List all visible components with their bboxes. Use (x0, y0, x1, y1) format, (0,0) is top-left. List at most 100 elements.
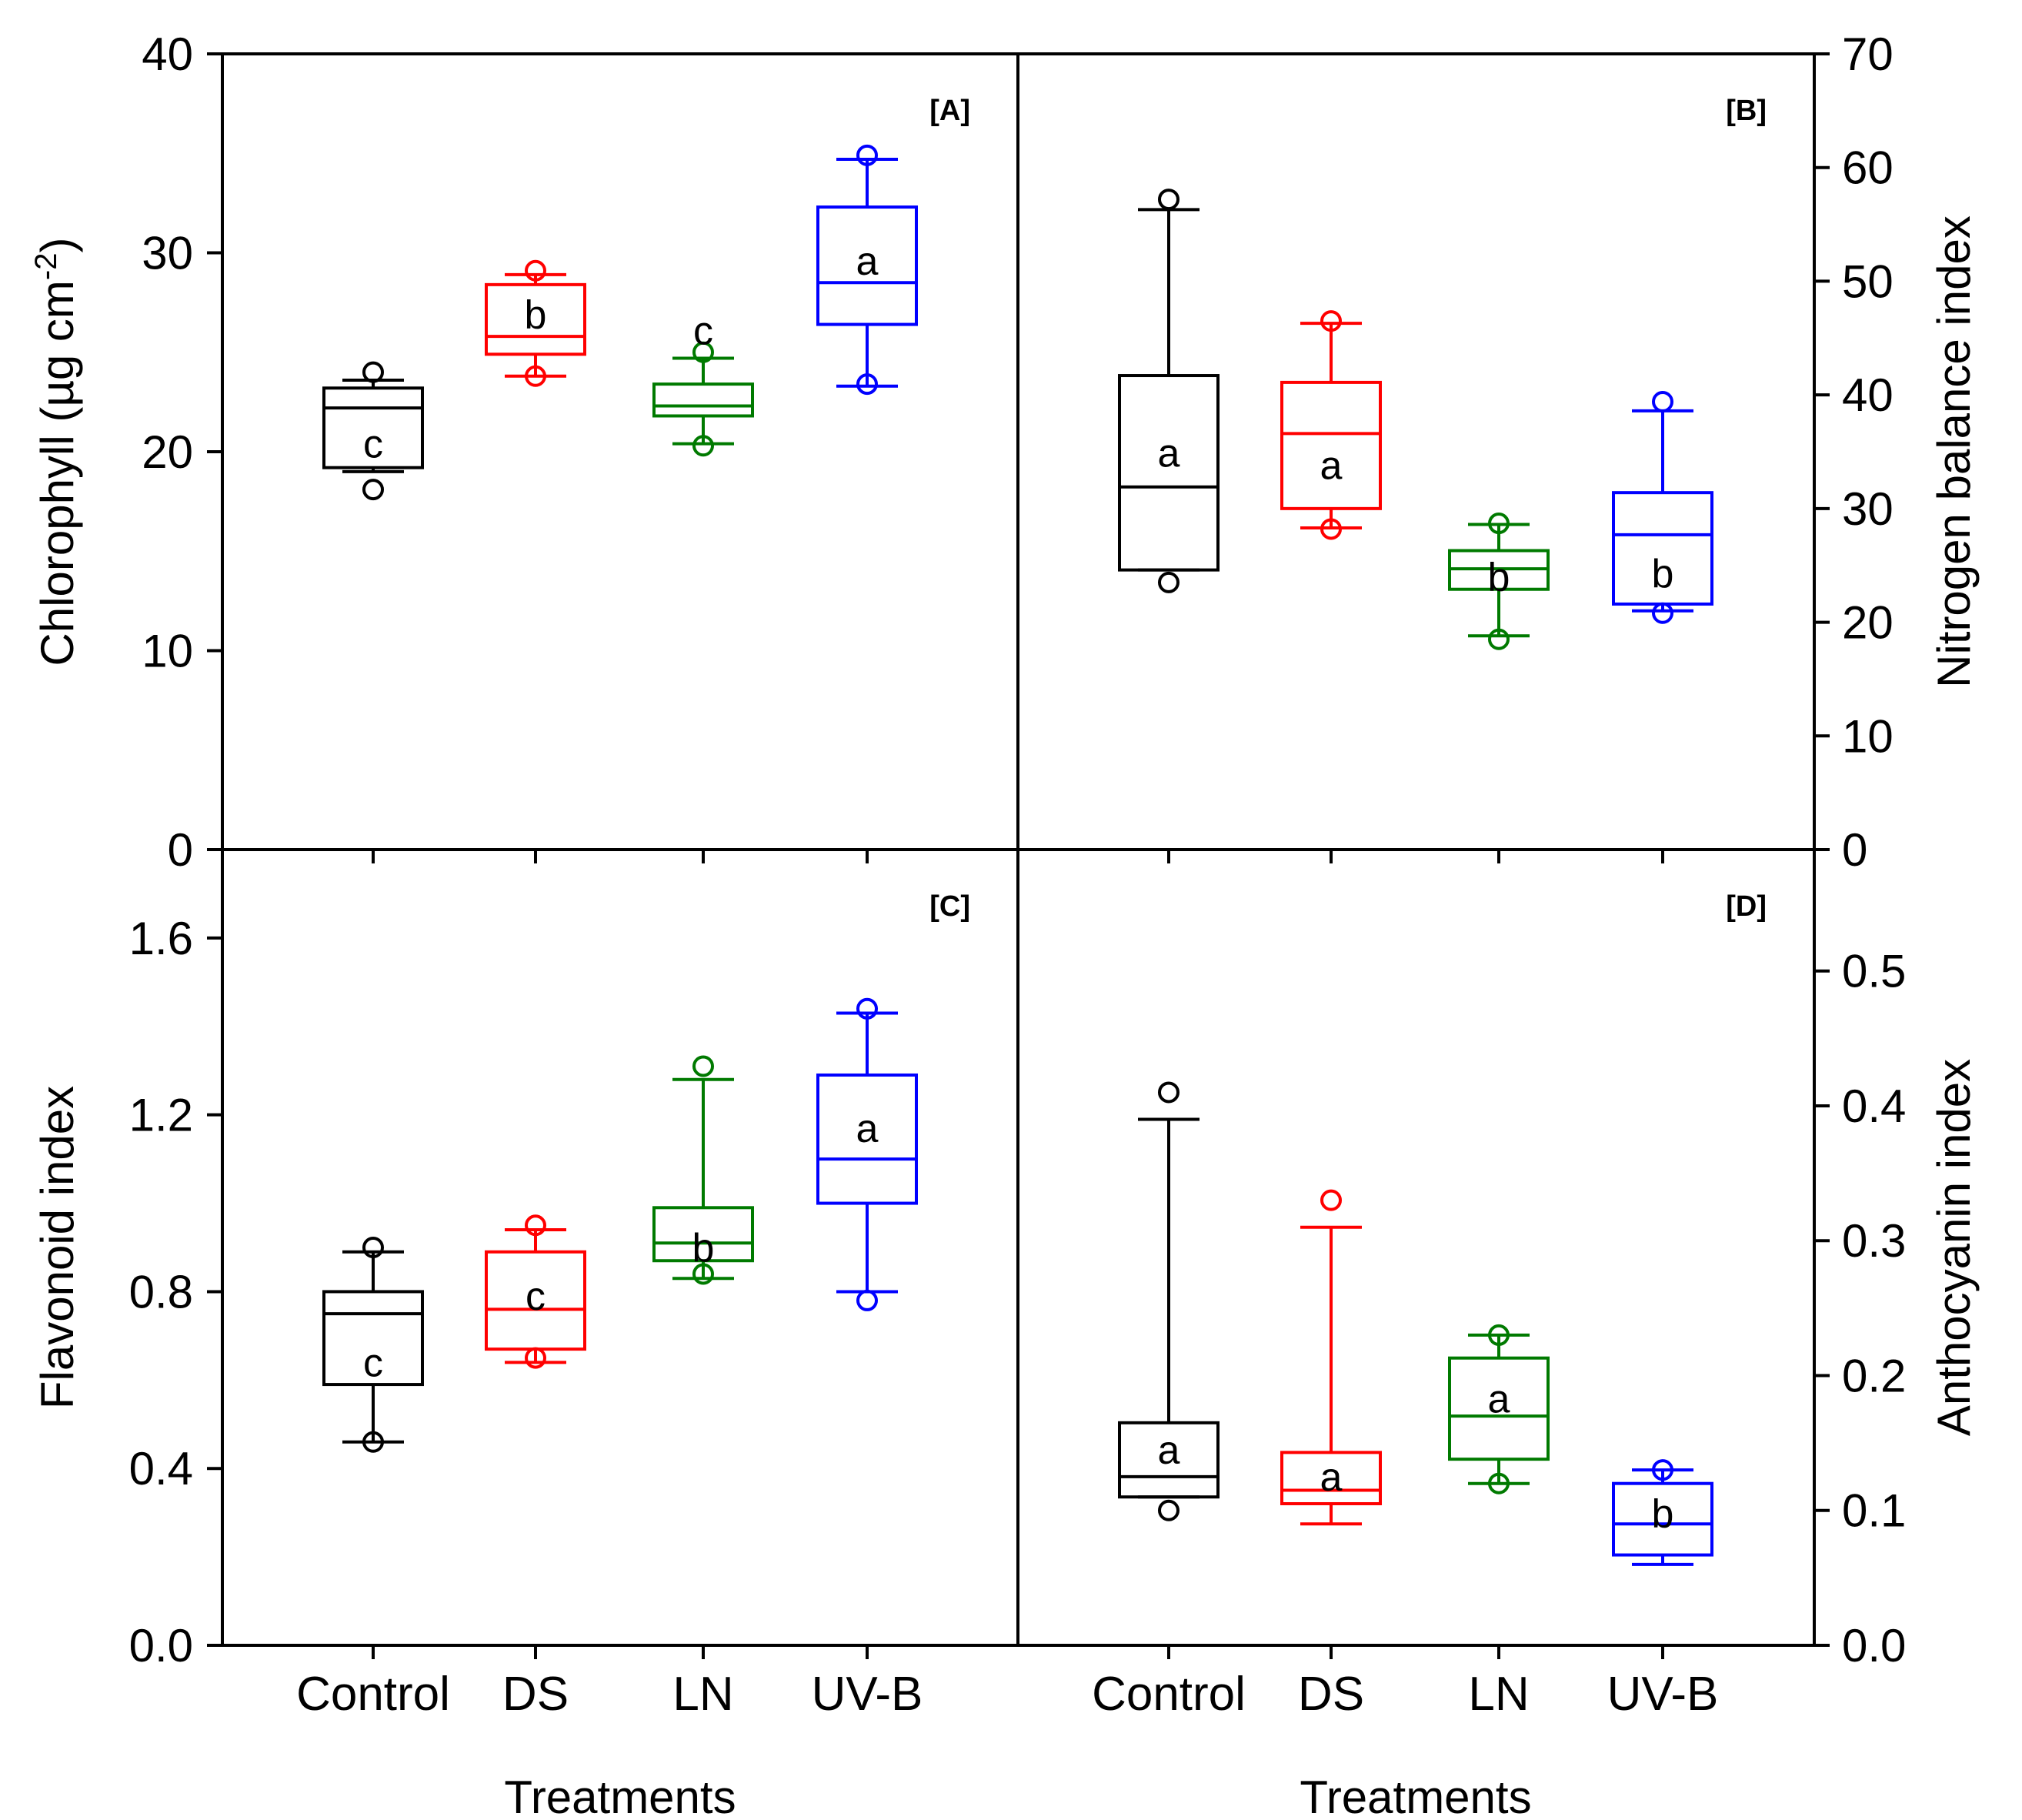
panel-c: 0.0 0.4 0.8 1.2 1.6 Flavonoid index [C] c Contro… (32, 890, 970, 1721)
significance-letter: b (1652, 552, 1674, 596)
outlier-point (1488, 513, 1510, 535)
significance-letter: a (856, 1107, 879, 1151)
y-tick-label: 0.0 (1842, 1620, 1906, 1671)
outlier-point (692, 435, 714, 457)
significance-letter: c (363, 1341, 383, 1385)
y-tick-label: 0 (1842, 824, 1867, 876)
box-iqr (1448, 1356, 1550, 1461)
y-tick-label: 0.5 (1842, 946, 1906, 997)
outlier-point (525, 1214, 546, 1237)
y-tick-label: 0.2 (1842, 1350, 1906, 1401)
box-iqr (652, 382, 754, 418)
outlier-point (692, 341, 714, 363)
x-category-label: DS (502, 1668, 569, 1721)
box-ln: a LN (1448, 1324, 1550, 1721)
x-axis-title-left: Treatments (504, 1772, 736, 1820)
box-uv-b: a (816, 144, 918, 863)
y-tick-label: 10 (142, 626, 193, 677)
panel-frames (221, 52, 1816, 1647)
box-ds: a DS (1280, 1189, 1382, 1721)
significance-letter: a (1158, 431, 1180, 476)
y-tick-label: 1.2 (129, 1090, 193, 1141)
box-iqr (1612, 1481, 1713, 1557)
significance-letter: c (526, 1274, 546, 1319)
panel-label: [D] (1726, 890, 1767, 923)
outlier-point (1652, 1459, 1673, 1481)
y-tick-label: 0.4 (1842, 1080, 1906, 1132)
outlier-point (525, 259, 546, 282)
outlier-point (1320, 518, 1342, 540)
x-category-label: Control (296, 1668, 450, 1721)
y-axis-title: Chlorophyll (µg cm-2) (29, 238, 83, 666)
box-ds: a (1280, 310, 1382, 863)
panel-label: [B] (1726, 95, 1767, 127)
outlier-point (1652, 602, 1673, 624)
panel-label: [C] (929, 890, 970, 923)
box-iqr (816, 205, 918, 326)
significance-letter: a (1488, 1377, 1510, 1421)
box-iqr (1118, 374, 1220, 572)
x-axis-title-right: Treatments (1300, 1772, 1531, 1820)
box-iqr (1280, 1451, 1382, 1505)
significance-letter: c (693, 309, 713, 353)
outlier-point (692, 1055, 714, 1077)
y-tick-label: 0.0 (129, 1620, 193, 1671)
y-axis-title: Nitrogen balance index (1928, 215, 1980, 688)
outlier-point (525, 1347, 546, 1369)
significance-letter: a (856, 239, 879, 284)
outlier-point (1488, 1324, 1510, 1346)
box-iqr (485, 282, 586, 356)
significance-letter: c (363, 422, 383, 467)
outlier-point (856, 144, 878, 166)
significance-letter: b (1488, 555, 1510, 599)
x-category-label: LN (1468, 1668, 1529, 1721)
y-tick-label: 40 (142, 28, 193, 80)
box-control: a (1118, 189, 1220, 863)
outlier-point (692, 1263, 714, 1285)
x-category-label: DS (1298, 1668, 1364, 1721)
box-iqr (1280, 380, 1382, 510)
y-tick-label: 10 (1842, 710, 1894, 762)
outlier-point (362, 479, 384, 501)
y-tick-label: 20 (1842, 597, 1894, 649)
x-category-label: UV-B (1607, 1668, 1719, 1721)
y-tick-label: 40 (1842, 369, 1894, 421)
y-tick-label: 0.3 (1842, 1215, 1906, 1267)
significance-letter: a (1320, 1455, 1343, 1500)
box-ln: b LN (652, 1055, 754, 1721)
outlier-point (362, 1431, 384, 1453)
x-category-label: Control (1092, 1668, 1246, 1721)
outlier-point (1158, 189, 1180, 211)
box-uv-b: b UV-B (1607, 1459, 1719, 1721)
panel-label: [A] (929, 95, 970, 127)
outlier-point (856, 373, 878, 396)
y-axis-title: Anthocyanin index (1928, 1059, 1980, 1436)
significance-letter: a (1158, 1428, 1180, 1473)
box-iqr (322, 386, 424, 469)
outlier-point (1320, 1189, 1342, 1211)
y-tick-label: 0.8 (129, 1266, 193, 1317)
y-tick-label: 0 (168, 824, 193, 876)
outlier-point (1158, 1081, 1180, 1104)
box-control: c (322, 361, 424, 863)
panel-a: 0 10 20 30 40 Chlorophyll (µg cm-2) [A] c b c a (29, 28, 970, 876)
y-tick-label: 30 (142, 228, 193, 279)
y-tick-label: 20 (142, 426, 193, 478)
box-ln: c (652, 309, 754, 863)
outlier-point (362, 1237, 384, 1258)
panel-b: 0 10 20 30 40 50 60 70 Nitrogen balance index [B]… (1118, 28, 1980, 876)
box-iqr (652, 1206, 754, 1263)
box-ln: b (1448, 513, 1550, 863)
outlier-point (1488, 628, 1510, 650)
outlier-point (1320, 310, 1342, 332)
box-iqr (1118, 1421, 1220, 1499)
significance-letter: b (1652, 1491, 1674, 1536)
box-uv-b: b (1612, 391, 1713, 863)
y-axis-title: Flavonoid index (32, 1086, 83, 1409)
y-tick-label: 0.4 (129, 1443, 193, 1494)
y-tick-label: 60 (1842, 142, 1894, 194)
x-category-label: LN (672, 1668, 733, 1721)
x-category-label: UV-B (812, 1668, 923, 1721)
outlier-point (1158, 1499, 1180, 1521)
